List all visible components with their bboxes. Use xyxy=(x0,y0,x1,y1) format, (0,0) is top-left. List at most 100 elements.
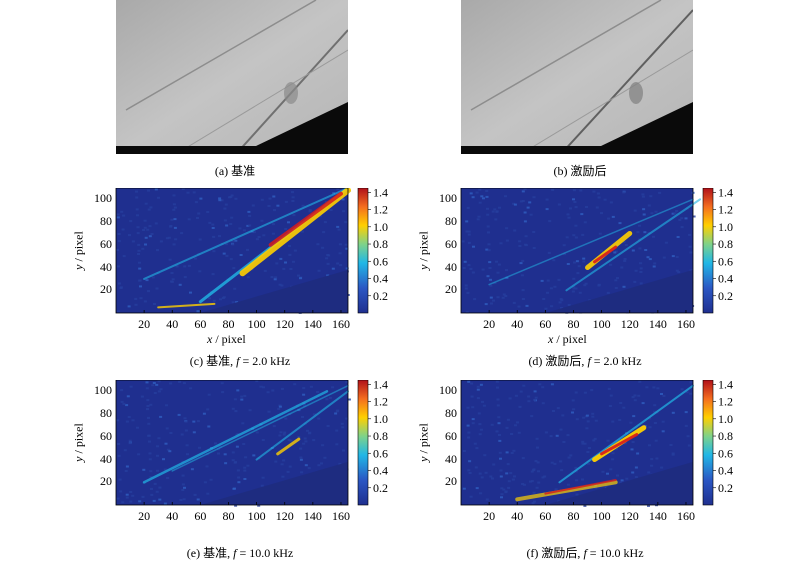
heatmap-speckle xyxy=(497,416,501,419)
plot-frame xyxy=(115,380,349,506)
heatmap-speckle xyxy=(577,265,581,268)
heatmap-speckle xyxy=(508,397,512,400)
heatmap-speckle xyxy=(307,467,311,470)
heatmap-speckle xyxy=(345,247,349,250)
x-tick-label: 40 xyxy=(511,509,523,523)
heatmap-speckle xyxy=(540,279,544,282)
shock-streak xyxy=(142,390,329,484)
x-tick-label: 80 xyxy=(567,509,579,523)
heatmap-speckle xyxy=(338,462,342,465)
heatmap-speckle xyxy=(280,387,284,390)
heatmap-speckle xyxy=(505,239,509,242)
heatmap-speckle xyxy=(643,231,647,234)
heatmap-speckle xyxy=(556,407,560,410)
heatmap-speckle xyxy=(592,190,596,193)
heatmap-speckle xyxy=(653,262,657,265)
heatmap-speckle xyxy=(125,404,129,407)
heatmap-speckle xyxy=(293,249,297,252)
heatmap-speckle xyxy=(614,250,618,253)
heatmap-speckle xyxy=(678,218,682,221)
heatmap-speckle xyxy=(684,424,688,427)
heatmap-speckle xyxy=(522,483,526,486)
heatmap-speckle xyxy=(288,245,291,247)
heatmap-speckle xyxy=(506,418,510,421)
heatmap-speckle xyxy=(117,454,121,457)
heatmap-speckle xyxy=(273,278,277,281)
heatmap-speckle xyxy=(488,267,492,269)
heatmap-speckle xyxy=(633,280,637,283)
heatmap-speckle xyxy=(312,439,316,442)
heatmap-speckle xyxy=(530,415,534,418)
y-tick-label: 20 xyxy=(445,474,457,489)
heatmap-speckle xyxy=(581,478,584,481)
heatmap-speckle xyxy=(689,381,693,384)
photo-baseline xyxy=(116,0,348,154)
heatmap-speckle xyxy=(648,258,652,261)
heatmap-speckle xyxy=(549,287,553,290)
x-tick-label: 140 xyxy=(304,509,322,523)
heatmap-speckle xyxy=(236,433,240,435)
colorbar-tick-label: 0.2 xyxy=(718,481,733,495)
heatmap-speckle xyxy=(289,439,293,442)
heatmap-speckle xyxy=(131,419,135,422)
heatmap-speckle xyxy=(278,283,282,286)
plot-frame xyxy=(460,380,694,506)
heatmap-speckle xyxy=(181,188,185,190)
heatmap-speckle xyxy=(218,199,222,202)
shock-streak xyxy=(276,437,301,456)
heatmap-speckle xyxy=(166,477,170,479)
heatmap-speckle xyxy=(341,198,345,201)
heatmap-speckle xyxy=(136,232,140,235)
heatmap-speckle xyxy=(148,458,152,461)
heatmap-speckle xyxy=(279,431,283,434)
heatmap-speckle xyxy=(513,475,516,478)
heatmap-speckle xyxy=(618,419,622,421)
heatmap-speckle xyxy=(597,196,601,199)
heatmap-speckle xyxy=(148,452,152,455)
y-axis-label: y / pixel xyxy=(71,422,86,462)
heatmap-speckle xyxy=(229,223,233,225)
heatmap-plot-e xyxy=(115,380,351,507)
heatmap-speckle xyxy=(485,190,489,192)
y-axis-label: y / pixel xyxy=(416,230,431,270)
heatmap-speckle xyxy=(566,213,570,216)
y-tick-label: 60 xyxy=(100,428,112,443)
heatmap-speckle xyxy=(572,277,576,280)
heatmap-speckle xyxy=(138,267,142,270)
heatmap-speckle xyxy=(587,447,591,449)
shock-streak xyxy=(239,188,351,277)
heatmap-speckle xyxy=(623,259,627,262)
heatmap-speckle xyxy=(574,391,578,394)
heatmap-speckle xyxy=(661,420,665,423)
heatmap-speckle xyxy=(646,256,650,259)
heatmap-speckle xyxy=(553,285,557,288)
colorbar-tick-label: 0.4 xyxy=(718,464,733,478)
heatmap-speckle xyxy=(119,490,123,493)
heatmap-speckle xyxy=(341,426,345,429)
heatmap-speckle xyxy=(178,283,182,286)
heatmap-speckle xyxy=(156,469,159,472)
heatmap-speckle xyxy=(272,425,276,428)
heatmap-speckle xyxy=(173,206,177,209)
heatmap-speckle xyxy=(147,208,151,211)
heatmap-speckle xyxy=(223,453,227,456)
shock-streak xyxy=(558,384,694,484)
shock-streak xyxy=(171,384,349,472)
heatmap-speckle xyxy=(470,382,474,385)
heatmap-speckle xyxy=(517,431,521,434)
heatmap-speckle xyxy=(304,440,308,443)
heatmap-speckle xyxy=(169,225,173,228)
heatmap-speckle xyxy=(520,274,524,277)
heatmap-speckle xyxy=(146,405,150,407)
heatmap-speckle xyxy=(338,243,342,246)
heatmap-speckle xyxy=(639,267,643,270)
heatmap-speckle xyxy=(525,304,529,307)
heatmap-speckle xyxy=(218,197,222,200)
heatmap-speckle xyxy=(496,296,500,299)
heatmap-speckle xyxy=(147,189,150,192)
heatmap-speckle xyxy=(158,498,162,501)
heatmap-speckle xyxy=(155,383,159,386)
heatmap-speckle xyxy=(182,382,186,385)
heatmap-speckle xyxy=(585,427,589,430)
heatmap-speckle xyxy=(684,411,688,414)
